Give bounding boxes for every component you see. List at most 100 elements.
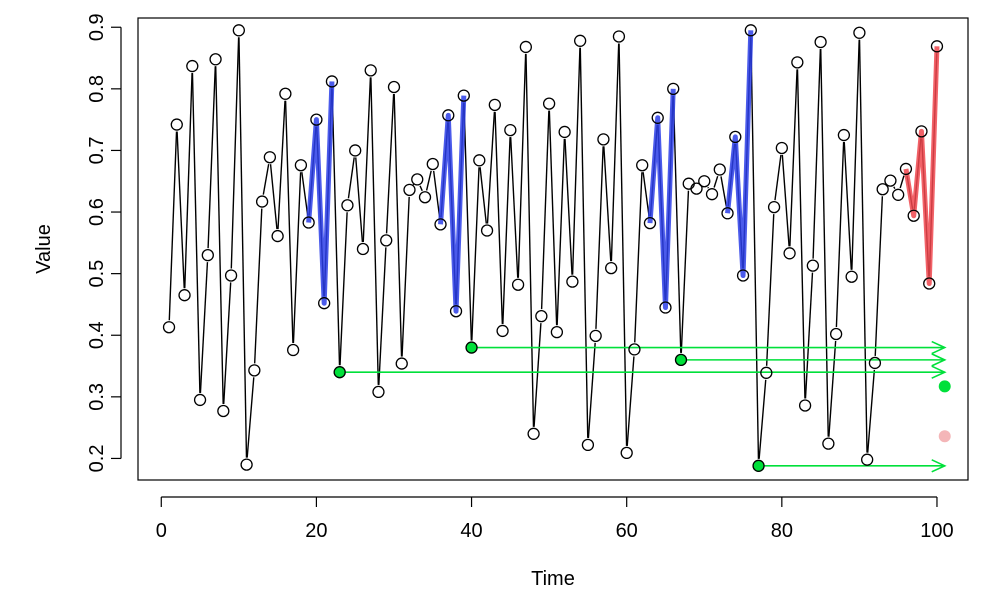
data-point [713,163,726,176]
series-segment [556,138,566,326]
arrow-head [931,340,947,355]
data-point [310,113,323,126]
series-segment [199,262,209,393]
series-segment [425,170,432,191]
data-point [209,53,222,66]
data-point [426,157,439,171]
series-segment [246,377,255,458]
series-segment [789,69,798,247]
data-point [907,209,920,222]
data-point [395,357,408,370]
data-point [442,109,455,122]
series-segment [176,131,185,289]
series-segment [680,190,690,353]
arrow-head [931,365,947,379]
data-points [162,24,944,472]
arrow-origin-point [465,341,478,354]
series-segment [774,154,782,201]
series-segment [548,110,558,326]
extra-points [938,380,951,443]
series-segment [804,272,814,399]
x-axis: 0 20 40 60 80 100 [156,496,954,542]
data-point [876,183,889,196]
data-point [861,453,874,466]
data-point [380,234,393,247]
series-segment [796,69,806,399]
highlight-segment [438,95,467,314]
series-segment [253,208,263,364]
data-point [829,327,843,341]
x-tick-label: 80 [771,520,793,542]
data-point [434,218,447,231]
data-point [248,364,261,377]
series-segment [835,142,845,328]
x-axis-label: Time [531,568,575,590]
y-tick-label: 0.4 [86,321,108,349]
data-point [853,26,866,39]
arrow-head [931,459,947,473]
series-segment [851,39,860,270]
arrow-origin-point [674,353,687,366]
data-point [217,404,230,418]
data-point [643,216,657,230]
series-segment [432,170,441,218]
data-point [325,75,339,88]
series-segment [713,176,719,188]
series-segment [191,73,201,393]
data-point [333,366,346,379]
data-point [457,89,470,102]
y-axis: 0.2 0.3 0.4 0.5 0.6 0.7 0.8 0.9 [86,13,122,473]
arrow-origin-point [333,366,346,379]
series-segment [720,176,727,207]
data-point [240,458,253,471]
series-segment [867,369,876,453]
data-point [899,162,913,176]
data-point [705,188,719,201]
series-segment [284,100,294,344]
data-point [255,195,269,208]
data-point [573,34,587,47]
series-segment [642,172,650,217]
highlight-segment [903,46,940,286]
series-segment [184,73,193,289]
series-segment [223,282,232,405]
data-point [511,278,525,291]
data-point [892,188,905,201]
data-point [605,261,618,275]
series-segment [610,43,620,262]
data-point [783,247,796,260]
extra-point [938,380,951,393]
data-point [271,229,284,243]
data-point [465,341,478,354]
series-segment [339,212,348,366]
data-point [806,259,820,272]
data-point [186,59,199,73]
y-tick-label: 0.2 [86,445,108,473]
series-segment [168,131,178,321]
series-segment [750,37,760,459]
series-segment [269,164,278,230]
forecast-arrows [333,340,947,473]
data-point [232,24,245,37]
series-segment [471,167,480,341]
data-point [178,289,191,302]
data-point [682,177,695,190]
data-point [791,56,804,69]
data-point [884,174,897,187]
data-point [535,309,548,323]
data-point [224,269,238,282]
data-point [845,270,858,283]
series-segment [603,146,612,262]
data-point [659,301,672,314]
series-segment [215,66,224,405]
series-segment [634,172,643,343]
data-point [542,97,556,110]
data-point [349,144,362,157]
series-segment [525,53,535,427]
series-segment [479,167,487,224]
series-segment [494,111,504,324]
data-point [822,437,835,450]
data-point [837,128,851,142]
series-segment [820,49,829,437]
